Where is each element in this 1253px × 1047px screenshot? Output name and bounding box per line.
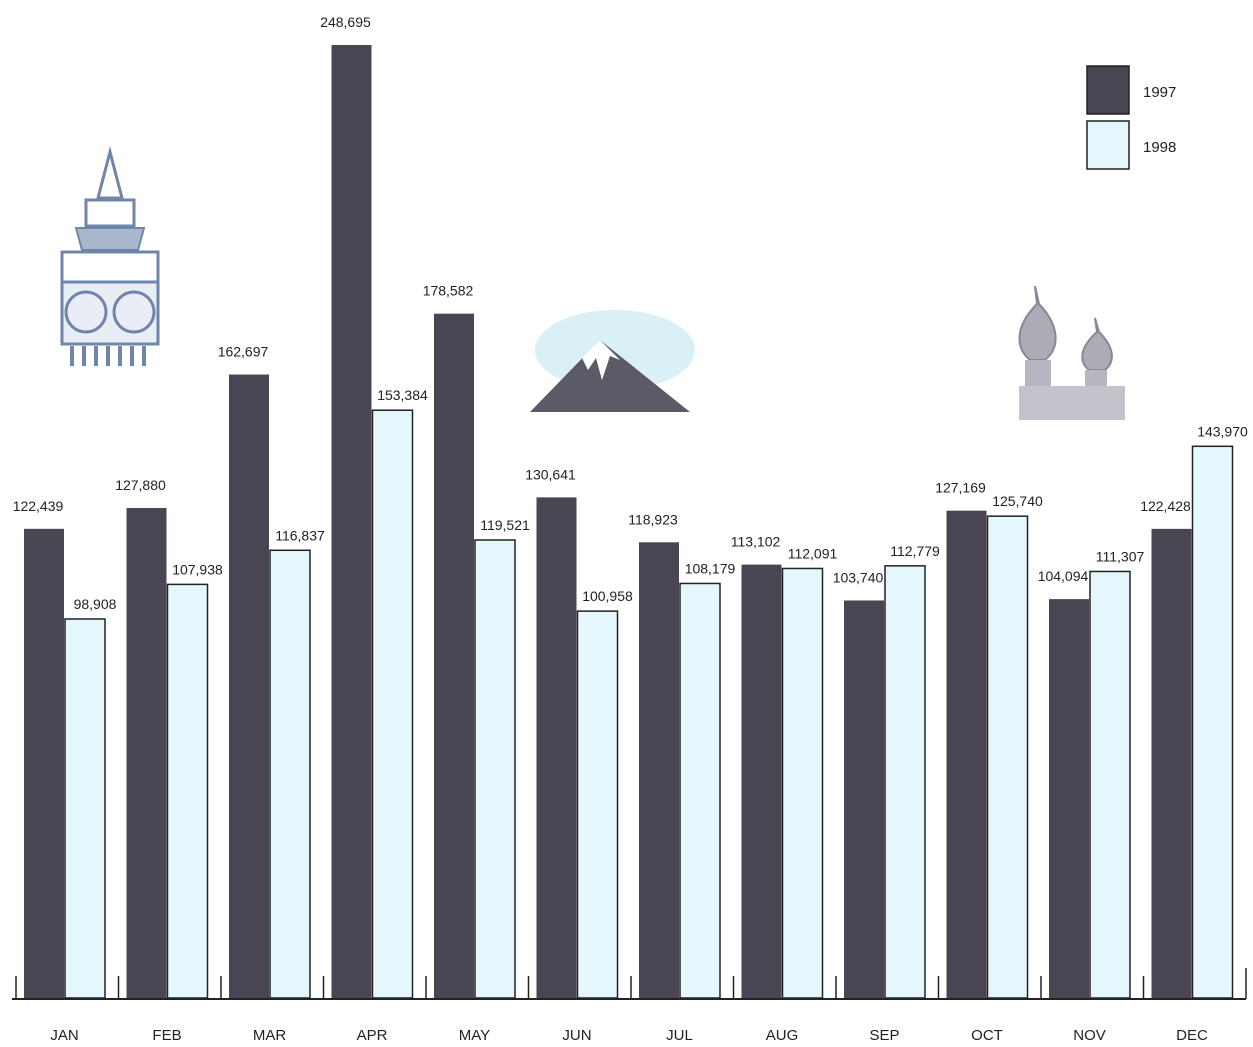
bar-1997-sep [844,600,884,998]
bar-1997-jul [639,542,679,998]
value-label-1997-apr: 248,695 [320,14,371,30]
value-label-1997-dec: 122,428 [1140,498,1191,514]
value-label-1998-jan: 98,908 [74,596,117,612]
bar-1997-feb [126,507,167,998]
bar-1998-apr [371,409,414,999]
x-tick-may: MAY [459,1027,490,1044]
value-label-1998-dec: 143,970 [1197,423,1248,439]
bar-1998-jan [64,618,106,999]
x-tick-nov: NOV [1073,1027,1106,1044]
bar-1998-nov [1089,570,1131,999]
x-tick-jun: JUN [562,1027,591,1044]
x-tick-feb: FEB [152,1027,181,1044]
bar-1998-jun [576,610,619,999]
value-label-1998-jul: 108,179 [685,560,736,576]
bar-1998-jul [679,582,721,999]
bar-1997-apr [331,45,372,998]
x-tick-mar: MAR [253,1027,287,1044]
bar-1997-jan [24,528,64,998]
x-tick-oct: OCT [971,1027,1003,1044]
value-label-1998-apr: 153,384 [377,387,428,403]
bar-1998-mar [269,549,311,999]
bar-1997-nov [1049,599,1089,998]
x-tick-jul: JUL [666,1027,693,1044]
value-labels-group: 122,439 98,908 127,880 107,938 162,697 116,83… [13,14,1248,612]
value-label-1997-nov: 104,094 [1038,568,1089,584]
value-label-1997-mar: 162,697 [218,344,269,360]
value-label-1998-mar: 116,837 [275,527,325,543]
legend-swatch-1997 [1086,65,1130,115]
value-label-1998-oct: 125,740 [992,493,1043,509]
legend-swatch-1998 [1086,120,1130,170]
value-label-1998-sep: 112,779 [890,543,940,559]
value-label-1997-jun: 130,641 [525,466,576,482]
bar-1997-oct [946,510,987,998]
value-label-1998-may: 119,521 [480,517,530,533]
bar-1997-mar [229,374,269,999]
bars-group [24,45,1234,999]
value-label-1997-feb: 127,880 [115,477,166,493]
bar-1997-jun [536,497,577,998]
bar-1997-may [434,313,474,998]
bar-1997-dec [1151,528,1192,998]
x-tick-sep: SEP [869,1027,899,1044]
x-tick-apr: APR [357,1027,388,1044]
bar-1998-may [474,539,516,999]
value-label-1997-aug: 113,102 [731,534,781,550]
legend-label-1997: 1997 [1143,84,1176,101]
bar-1998-dec [1191,445,1234,999]
bar-1998-feb [166,583,209,999]
x-tick-jan: JAN [50,1027,78,1044]
value-label-1997-jul: 118,923 [628,511,678,527]
value-label-1997-sep: 103,740 [833,569,884,585]
mountain-icon [520,300,700,420]
legend: 1997 1998 [1086,65,1176,170]
x-tick-aug: AUG [766,1027,799,1044]
bar-1997-aug [741,564,782,998]
value-label-1998-nov: 111,307 [1096,548,1145,564]
bar-1998-oct [986,515,1029,999]
bar-1998-sep [884,565,926,999]
value-label-1997-jan: 122,439 [13,498,64,514]
clock-tower-icon [48,146,163,370]
value-label-1998-jun: 100,958 [582,588,633,604]
legend-label-1998: 1998 [1143,139,1176,156]
x-axis: JAN FEB MAR APR MAY JUN JUL AUG SEP OCT NOV DEC [12,968,1247,1044]
x-tick-dec: DEC [1176,1027,1208,1044]
bar-1998-aug [781,567,824,999]
value-label-1998-aug: 112,091 [788,545,838,561]
value-label-1998-feb: 107,938 [172,561,223,577]
value-label-1997-may: 178,582 [423,283,474,299]
onion-dome-icon [975,278,1130,428]
value-label-1997-oct: 127,169 [935,480,986,496]
